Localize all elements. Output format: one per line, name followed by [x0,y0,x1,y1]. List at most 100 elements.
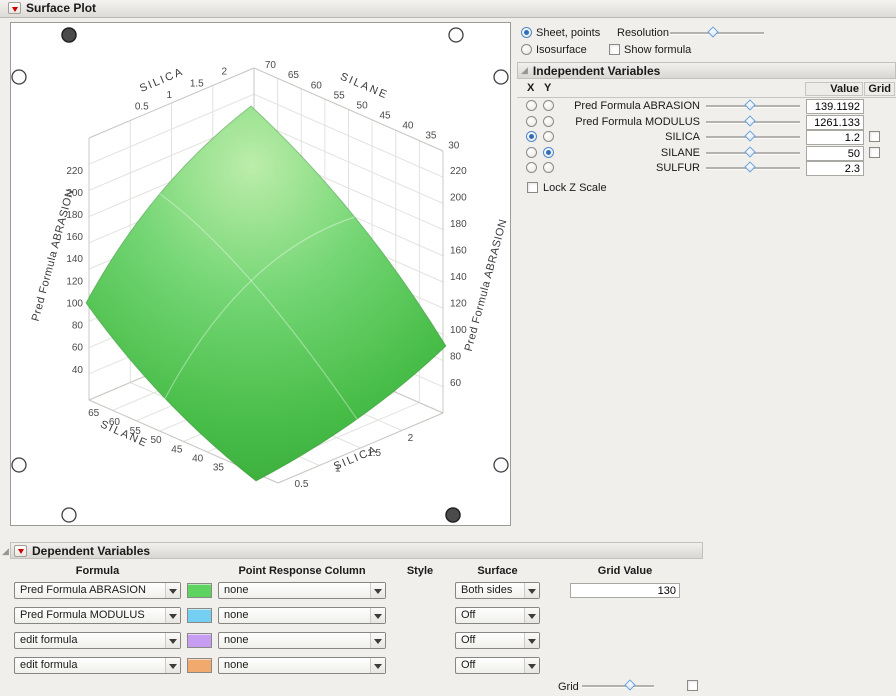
formula-dropdown[interactable]: Pred Formula MODULUS [14,607,181,624]
dependent-variables-header[interactable]: Dependent Variables [10,542,703,559]
grid-toggle-checkbox[interactable] [687,680,698,691]
surface-color-swatch[interactable] [187,658,212,673]
surface-color-swatch[interactable] [187,633,212,648]
rotation-handle-filled[interactable] [445,507,461,523]
svg-text:160: 160 [66,232,83,243]
surface-mode-dropdown[interactable]: Both sides [455,582,540,599]
value-slider[interactable] [706,115,800,127]
resolution-slider[interactable] [670,26,764,38]
isosurface-radio[interactable] [521,44,532,55]
slider-thumb[interactable] [744,161,756,173]
y-radio[interactable] [543,147,554,158]
surface-mode-dropdown[interactable]: Off [455,657,540,674]
disclosure-open-icon[interactable]: ◢ [2,546,9,556]
variable-name: Pred Formula ABRASION [574,100,700,112]
independent-row: Pred Formula MODULUS [517,115,896,130]
svg-text:45: 45 [379,111,391,122]
rotation-handles [11,27,509,523]
point-response-dropdown[interactable]: none [218,607,386,624]
surface-color-swatch[interactable] [187,583,212,598]
svg-text:60: 60 [109,417,121,428]
svg-text:55: 55 [334,90,346,101]
independent-variables-header[interactable]: ◢ Independent Variables [517,62,896,79]
disclosure-open-icon[interactable]: ◢ [521,65,528,75]
red-triangle-menu-icon[interactable] [14,544,27,557]
x-radio[interactable] [526,116,537,127]
slider-thumb[interactable] [744,130,756,142]
dependent-row: Pred Formula MODULUS none Off [0,607,703,627]
x-radio[interactable] [526,131,537,142]
slider-thumb[interactable] [623,679,636,691]
x-radio[interactable] [526,100,537,111]
value-field[interactable] [806,161,864,176]
value-slider[interactable] [706,161,800,173]
surface-mode-dropdown[interactable]: Off [455,607,540,624]
rotation-handle[interactable] [11,457,27,473]
section-title: Independent Variables [532,63,661,78]
surface-color-swatch[interactable] [187,608,212,623]
slider-thumb[interactable] [744,115,756,127]
col-grid: Grid [864,82,895,96]
svg-text:160: 160 [450,245,467,256]
y-radio[interactable] [543,116,554,127]
slider-thumb[interactable] [744,146,756,158]
value-field[interactable] [806,146,864,161]
surface-mode-dropdown[interactable]: Off [455,632,540,649]
point-response-dropdown[interactable]: none [218,632,386,649]
sheet-points-radio[interactable] [521,27,532,38]
x-radio[interactable] [526,147,537,158]
svg-text:1.5: 1.5 [190,78,204,89]
lock-z-scale-label: Lock Z Scale [543,182,607,194]
rotation-handle[interactable] [448,27,464,43]
dropdown-arrow-icon [524,633,539,648]
independent-row: Pred Formula ABRASION [517,99,896,114]
value-field[interactable] [806,130,864,145]
value-slider[interactable] [706,99,800,111]
svg-text:200: 200 [66,188,83,199]
formula-dropdown[interactable]: Pred Formula ABRASION [14,582,181,599]
dependent-row: edit formula none Off [0,632,703,652]
value-field[interactable] [806,115,864,130]
formula-dropdown[interactable]: edit formula [14,657,181,674]
svg-text:80: 80 [450,351,462,362]
svg-text:40: 40 [72,365,84,376]
grid-checkbox[interactable] [869,131,880,142]
red-triangle-menu-icon[interactable] [8,2,21,14]
svg-text:40: 40 [192,454,204,465]
slider-thumb[interactable] [744,99,756,111]
surface-plot-3d[interactable]: 0.511.5270656055504540353022020018016014… [11,23,510,525]
svg-text:1: 1 [167,90,173,101]
value-slider[interactable] [706,146,800,158]
surface-mesh-line [164,216,355,399]
rotation-handle[interactable] [61,507,77,523]
rotation-handle-filled[interactable] [61,27,77,43]
svg-text:65: 65 [288,70,300,81]
lock-z-scale-checkbox[interactable] [527,182,538,193]
value-field[interactable] [806,99,864,114]
svg-text:200: 200 [450,192,467,203]
rotation-handle[interactable] [493,457,509,473]
y-radio[interactable] [543,100,554,111]
svg-text:2: 2 [222,67,228,78]
svg-text:120: 120 [450,298,467,309]
grid-density-slider[interactable] [582,679,654,691]
rotation-handle[interactable] [493,69,509,85]
grid-value-field[interactable] [570,583,680,598]
show-formula-label: Show formula [624,44,692,56]
rotation-handle[interactable] [11,69,27,85]
independent-row: SILICA [517,130,896,145]
point-response-dropdown[interactable]: none [218,657,386,674]
value-slider[interactable] [706,130,800,142]
formula-dropdown[interactable]: edit formula [14,632,181,649]
show-formula-checkbox[interactable] [609,44,620,55]
y-radio[interactable] [543,162,554,173]
variable-name: Pred Formula MODULUS [575,116,700,128]
slider-thumb[interactable] [707,26,719,38]
grid-checkbox[interactable] [869,147,880,158]
x-radio[interactable] [526,162,537,173]
y-radio[interactable] [543,131,554,142]
svg-text:220: 220 [450,166,467,177]
grid-label: Grid [558,681,579,693]
dropdown-arrow-icon [165,633,180,648]
point-response-dropdown[interactable]: none [218,582,386,599]
